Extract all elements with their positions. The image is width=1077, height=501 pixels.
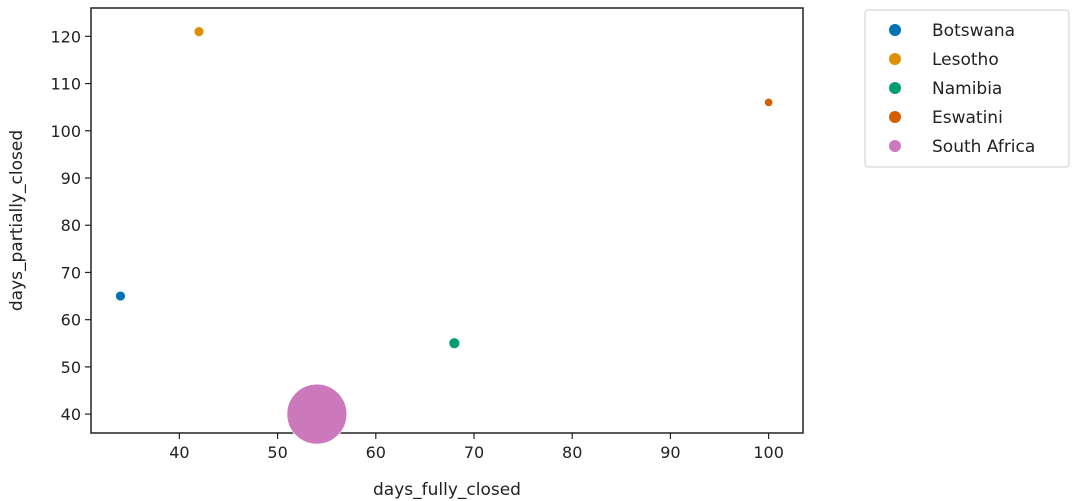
x-tick-label: 60 [366, 443, 386, 462]
y-tick-label: 40 [61, 405, 81, 424]
x-axis-title: days_fully_closed [373, 480, 521, 500]
legend-label: Botswana [932, 21, 1015, 41]
legend-frame [864, 9, 1070, 168]
y-tick-label: 90 [61, 169, 81, 188]
x-tick-label: 70 [464, 443, 484, 462]
x-tick-label: 80 [562, 443, 582, 462]
y-tick-label: 60 [61, 311, 81, 330]
data-point [115, 290, 126, 302]
y-tick-label: 100 [50, 122, 81, 141]
x-tick-label: 90 [660, 443, 680, 462]
data-point [286, 383, 348, 445]
x-tick-label: 100 [753, 443, 784, 462]
x-tick-label: 50 [267, 443, 287, 462]
legend-marker [889, 111, 901, 123]
y-tick-label: 70 [61, 263, 81, 282]
y-tick-label: 110 [50, 75, 81, 94]
plot-area [90, 7, 804, 434]
legend-label: Lesotho [932, 50, 999, 70]
data-point [448, 337, 461, 350]
data-point [763, 97, 774, 108]
y-axis: 40 50 60 70 80 90 100 110 120 [50, 27, 91, 424]
y-axis-title: days_partially_closed [7, 130, 27, 311]
x-axis: 40 50 60 70 80 90 100 [169, 433, 784, 462]
legend-marker [889, 82, 901, 94]
data-point [193, 26, 205, 38]
y-tick-label: 80 [61, 216, 81, 235]
legend-label: Namibia [932, 79, 1002, 99]
data-points [115, 26, 774, 445]
legend-label: South Africa [932, 137, 1035, 157]
y-tick-label: 50 [61, 358, 81, 377]
legend-label: Eswatini [932, 108, 1003, 128]
legend-marker [889, 24, 901, 36]
legend: Botswana Lesotho Namibia Eswatini South Afri… [864, 9, 1070, 168]
y-tick-label: 120 [50, 27, 81, 46]
x-tick-label: 40 [169, 443, 189, 462]
legend-marker [889, 53, 901, 65]
legend-marker [889, 140, 901, 152]
